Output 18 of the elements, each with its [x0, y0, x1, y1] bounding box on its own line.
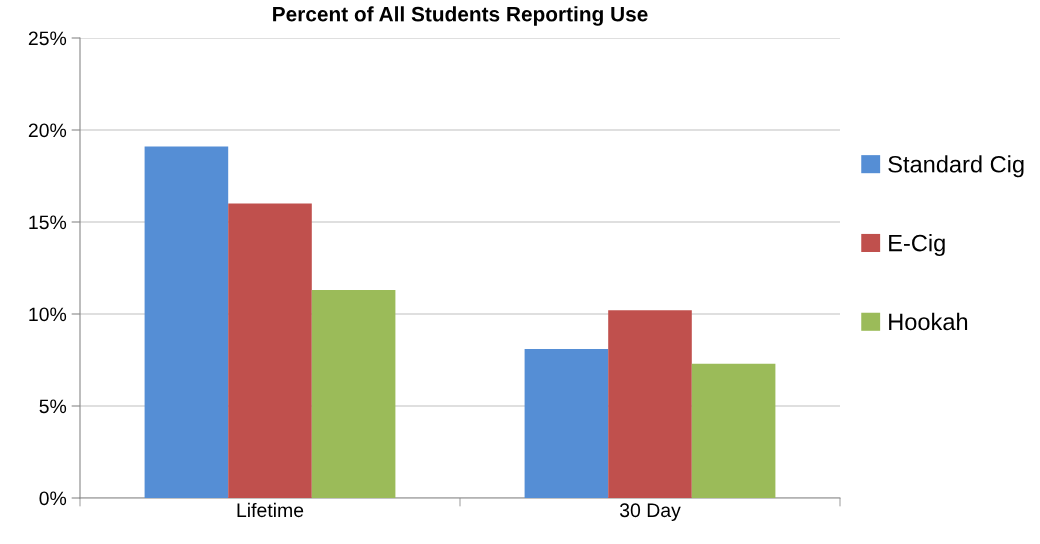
- y-tick-label: 5%: [39, 399, 67, 414]
- legend-label: E-Cig: [889, 234, 945, 257]
- chart-title: Percent of All Students Reporting Use: [273, 6, 648, 26]
- bar: [228, 203, 312, 498]
- x-tick-label: Lifetime: [237, 502, 304, 518]
- legend-label: Hookah: [889, 312, 968, 331]
- x-tick-label: 30 Day: [619, 503, 681, 521]
- y-tick-label: 0%: [39, 491, 67, 506]
- y-tick-label: 25%: [28, 31, 67, 46]
- y-tick-label: 20%: [28, 123, 67, 138]
- y-tick-label: 15%: [29, 215, 67, 230]
- bar: [144, 146, 229, 498]
- y-tick-label: 10%: [29, 307, 67, 322]
- bar: [608, 310, 692, 498]
- bar: [691, 363, 776, 498]
- bar: [524, 348, 609, 498]
- legend-label: Standard Cig: [888, 155, 1024, 178]
- bar: [311, 290, 396, 498]
